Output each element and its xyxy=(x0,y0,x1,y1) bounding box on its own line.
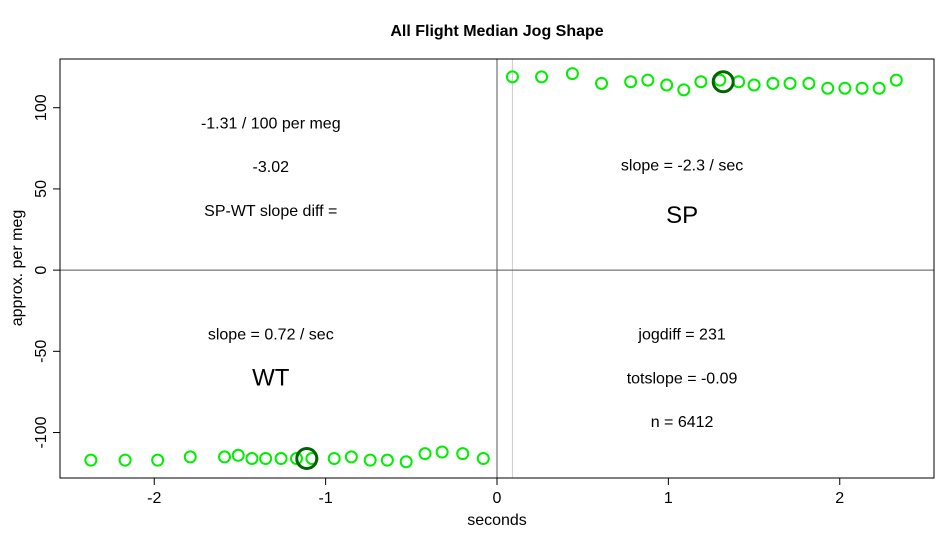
data-point xyxy=(259,452,273,466)
median-marker xyxy=(711,70,735,94)
data-point xyxy=(641,73,655,87)
data-point xyxy=(118,453,132,467)
data-point xyxy=(418,447,432,461)
annotation-text: slope = 0.72 / sec xyxy=(208,326,334,343)
data-point xyxy=(289,452,303,466)
data-point xyxy=(245,452,259,466)
plot-area: -1.31 / 100 per meg -3.02 SP-WT slope diff… xyxy=(59,58,935,479)
data-point xyxy=(435,445,449,459)
data-point xyxy=(399,455,413,469)
y-tick-label: -100 xyxy=(33,416,50,448)
annotation-text: SP-WT slope diff = xyxy=(204,203,337,220)
data-point xyxy=(821,81,835,95)
data-point xyxy=(274,452,288,466)
annotation-text: -1.31 / 100 per meg xyxy=(201,115,341,132)
y-axis-label: approx. per meg xyxy=(9,210,26,327)
median-marker xyxy=(295,447,319,471)
annotation-text: -3.02 xyxy=(253,159,290,176)
data-point xyxy=(802,76,816,90)
x-tick-label: 0 xyxy=(493,490,502,507)
data-point xyxy=(660,78,674,92)
y-tick-label: 50 xyxy=(33,180,50,198)
data-point xyxy=(565,67,579,81)
data-point xyxy=(677,83,691,97)
data-point xyxy=(505,70,519,84)
x-axis-label: seconds xyxy=(467,512,527,529)
data-point xyxy=(183,450,197,464)
data-point xyxy=(363,453,377,467)
data-point xyxy=(624,75,638,89)
data-point xyxy=(218,450,232,464)
x-tick-label: 2 xyxy=(835,490,844,507)
data-point xyxy=(380,453,394,467)
data-point xyxy=(476,452,490,466)
annotation-text: n = 6412 xyxy=(651,414,714,431)
data-point xyxy=(535,70,549,84)
data-point xyxy=(889,73,903,87)
data-point xyxy=(456,447,470,461)
data-point xyxy=(766,76,780,90)
data-point xyxy=(344,450,358,464)
annotation-text: slope = -2.3 / sec xyxy=(621,158,743,175)
region-label: SP xyxy=(666,202,698,229)
x-tick-label: 1 xyxy=(664,490,673,507)
y-tick-label: 0 xyxy=(33,266,50,275)
annotation-text: jogdiff = 231 xyxy=(637,326,725,343)
data-point xyxy=(231,448,245,462)
x-tick-label: -1 xyxy=(319,490,333,507)
data-point xyxy=(732,75,746,89)
data-point xyxy=(151,453,165,467)
x-tick-label: -2 xyxy=(147,490,161,507)
data-point xyxy=(872,81,886,95)
data-point xyxy=(838,81,852,95)
y-tick-label: 100 xyxy=(33,94,50,121)
data-point xyxy=(783,76,797,90)
region-label: WT xyxy=(252,364,290,391)
data-point xyxy=(694,75,708,89)
data-point xyxy=(84,453,98,467)
data-point xyxy=(327,452,341,466)
chart-title: All Flight Median Jog Shape xyxy=(390,23,603,40)
y-tick-label: -50 xyxy=(33,340,50,363)
data-point xyxy=(747,78,761,92)
annotation-text: totslope = -0.09 xyxy=(627,370,738,387)
data-point xyxy=(855,81,869,95)
axis-ticks: -2 -1 0 1 2 -100 -50 0 50 100 xyxy=(33,94,844,507)
data-point xyxy=(595,76,609,90)
